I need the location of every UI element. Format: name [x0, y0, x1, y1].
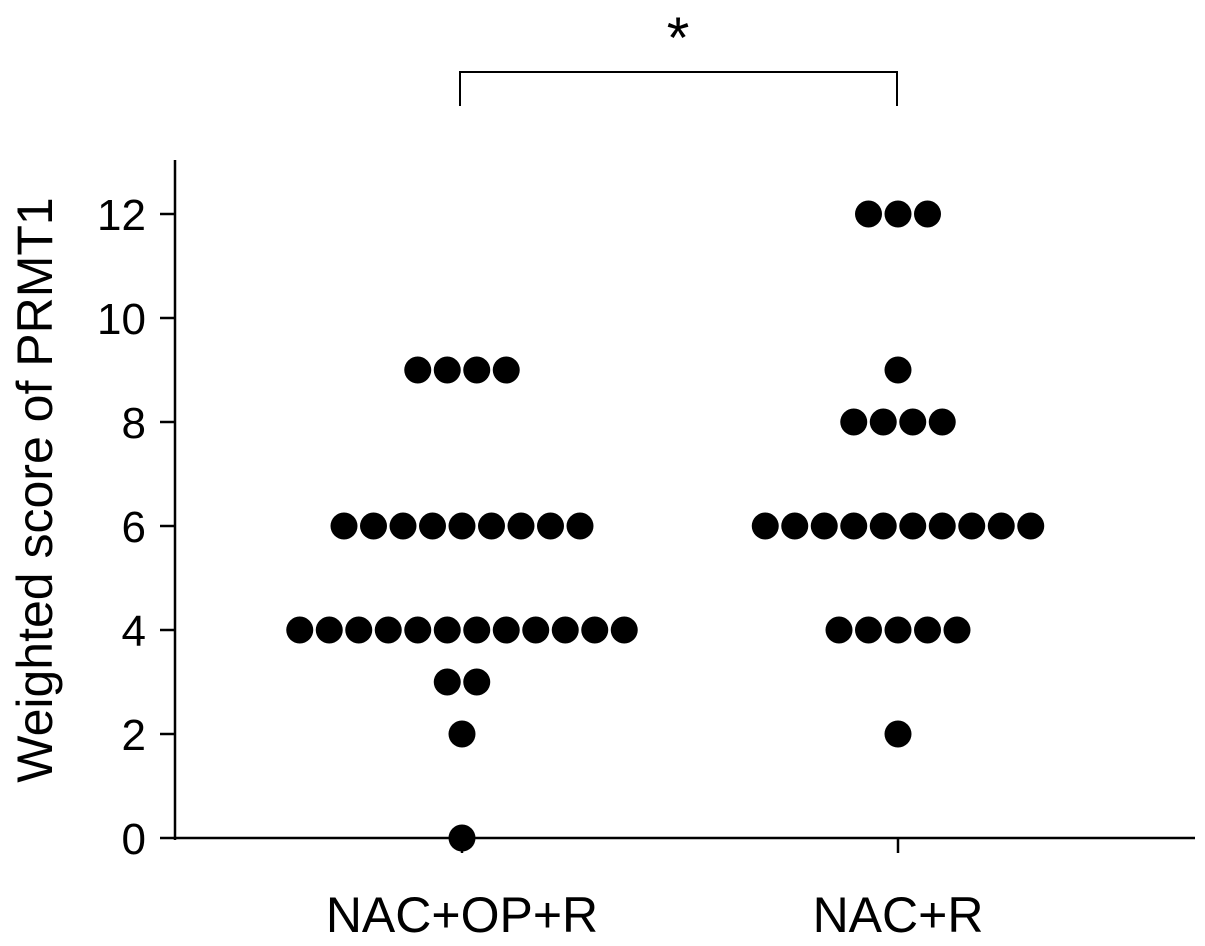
- data-point: [840, 512, 868, 540]
- data-point: [286, 616, 314, 644]
- data-point: [869, 408, 897, 436]
- data-point: [914, 616, 941, 644]
- y-axis-title: Weighted score of PRMT1: [7, 197, 63, 782]
- y-tick-label: 2: [122, 711, 146, 760]
- data-point: [492, 616, 520, 644]
- data-point: [928, 512, 956, 540]
- data-point: [825, 616, 853, 644]
- data-point: [478, 512, 505, 540]
- data-point: [928, 408, 956, 436]
- data-point: [360, 512, 387, 540]
- data-point: [507, 512, 535, 540]
- data-point: [566, 512, 594, 540]
- data-point: [389, 512, 417, 540]
- data-point: [315, 616, 343, 644]
- data-point: [840, 408, 868, 436]
- data-point: [914, 200, 941, 228]
- data-points: [286, 200, 1045, 852]
- y-tick-label: 6: [122, 503, 146, 552]
- data-point: [781, 512, 809, 540]
- data-point: [610, 616, 638, 644]
- data-point: [855, 616, 882, 644]
- y-tick-label: 8: [122, 399, 146, 448]
- data-point: [433, 356, 461, 384]
- data-point: [419, 512, 446, 540]
- data-point: [433, 616, 461, 644]
- data-point: [810, 512, 838, 540]
- data-point: [345, 616, 373, 644]
- significance-bracket: *: [459, 6, 898, 106]
- data-point: [492, 356, 520, 384]
- data-point: [581, 616, 609, 644]
- data-point: [404, 356, 432, 384]
- data-point: [404, 616, 432, 644]
- data-point: [448, 512, 476, 540]
- y-tick-label: 12: [97, 191, 146, 240]
- bracket-line: [459, 71, 898, 106]
- y-tick-label: 10: [97, 295, 146, 344]
- data-point: [448, 720, 476, 748]
- y-tick-label: 4: [122, 607, 146, 656]
- data-point: [433, 668, 461, 696]
- data-point: [551, 616, 579, 644]
- data-point: [869, 512, 897, 540]
- data-point: [751, 512, 779, 540]
- data-point: [463, 668, 491, 696]
- data-point: [522, 616, 550, 644]
- data-point: [899, 408, 927, 436]
- data-point: [855, 200, 882, 228]
- data-point: [374, 616, 402, 644]
- x-ticks: NAC+OP+R NAC+R: [326, 838, 984, 943]
- data-point: [884, 616, 912, 644]
- data-point: [463, 616, 491, 644]
- data-point: [1017, 512, 1045, 540]
- y-ticks: 0 2 4 6 8 10 12: [97, 191, 175, 864]
- data-point: [943, 616, 971, 644]
- x-category-label: NAC+R: [813, 887, 984, 943]
- data-point: [958, 512, 986, 540]
- x-category-label: NAC+OP+R: [326, 887, 598, 943]
- data-point: [884, 720, 912, 748]
- data-point: [884, 200, 912, 228]
- data-point: [330, 512, 358, 540]
- significance-star: *: [667, 6, 690, 71]
- data-point: [884, 356, 912, 384]
- data-point: [987, 512, 1015, 540]
- y-tick-label: 0: [122, 815, 146, 864]
- data-point: [448, 824, 476, 852]
- data-point: [537, 512, 564, 540]
- data-point: [463, 356, 491, 384]
- data-point: [899, 512, 927, 540]
